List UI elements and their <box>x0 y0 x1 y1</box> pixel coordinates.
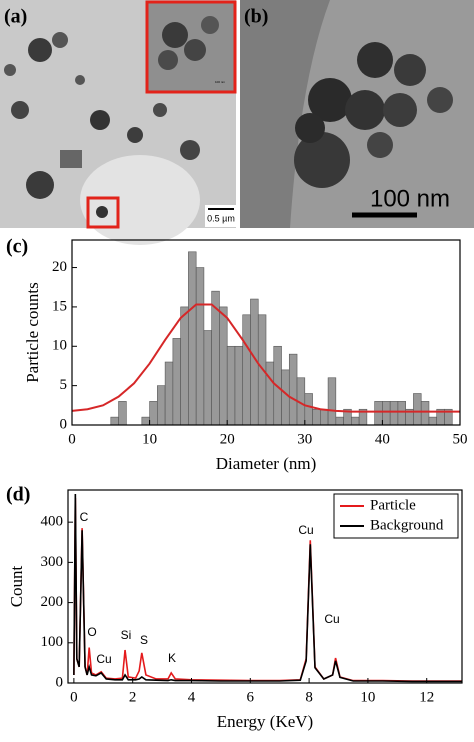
plot-frame <box>67 489 463 684</box>
plot-frame <box>71 239 461 426</box>
bar <box>195 267 205 426</box>
fit-curve <box>71 303 460 413</box>
x-axis-label: Energy (KeV) <box>217 712 313 731</box>
bar <box>242 314 251 426</box>
panel-label: (a) <box>4 6 27 28</box>
bar <box>312 408 321 426</box>
bar <box>351 416 360 426</box>
spectrum-line <box>73 494 462 683</box>
bar <box>141 416 150 426</box>
x-tick-label: 0 <box>70 689 78 705</box>
panel-label: (b) <box>244 6 268 28</box>
bar <box>234 345 244 426</box>
bar <box>327 377 337 426</box>
y-tick-label: 0 <box>60 416 68 432</box>
bar <box>157 385 166 426</box>
tem-image-a <box>0 0 237 245</box>
bar <box>164 361 174 426</box>
bar <box>382 401 391 426</box>
x-tick-label: 4 <box>188 689 196 705</box>
bar <box>149 401 158 426</box>
legend-box <box>333 493 459 539</box>
peak-label: Cu <box>324 612 339 626</box>
bar <box>110 416 119 426</box>
bar <box>428 416 438 426</box>
peak-label: S <box>140 633 148 647</box>
bar <box>288 353 298 426</box>
bar <box>172 338 181 426</box>
bar <box>320 408 329 426</box>
bar <box>304 393 313 426</box>
bar <box>180 306 189 426</box>
y-tick-label: 300 <box>41 554 64 570</box>
bar <box>281 369 290 426</box>
bar <box>188 251 197 426</box>
x-tick-label: 2 <box>129 689 137 705</box>
peak-label: C <box>80 510 89 524</box>
y-tick-label: 15 <box>52 298 67 314</box>
y-tick-label: 200 <box>41 594 64 610</box>
y-axis-label: Count <box>7 565 26 607</box>
x-axis-label: Diameter (nm) <box>216 454 317 473</box>
panel-label: (d) <box>6 484 30 506</box>
bar <box>335 416 344 426</box>
bar <box>226 345 236 426</box>
y-tick-label: 0 <box>56 674 64 690</box>
bar <box>203 330 212 426</box>
panel-label: (c) <box>6 236 28 258</box>
y-tick-label: 10 <box>52 338 67 354</box>
bar <box>219 306 228 426</box>
bar <box>413 393 422 426</box>
peak-label: K <box>168 651 176 665</box>
y-tick-label: 400 <box>41 514 64 530</box>
bar <box>265 361 275 426</box>
bar <box>397 401 406 426</box>
peak-label: O <box>87 625 96 639</box>
x-tick-label: 40 <box>375 431 390 447</box>
peak-label: Si <box>121 628 132 642</box>
bar <box>389 401 399 426</box>
scale-bar-label: 100 nm <box>370 185 450 212</box>
y-tick-label: 20 <box>52 259 67 275</box>
x-tick-label: 50 <box>453 431 468 447</box>
scale-bar-label: 0.5 µm <box>207 213 235 223</box>
x-tick-label: 20 <box>220 431 235 447</box>
legend-label: Background <box>370 517 444 533</box>
bar <box>374 401 383 426</box>
legend-label: Particle <box>370 497 416 513</box>
peak-label: Cu <box>96 652 111 666</box>
bar <box>118 401 127 426</box>
y-axis-label: Particle counts <box>23 282 42 383</box>
y-tick-label: 5 <box>60 377 68 393</box>
x-tick-label: 0 <box>68 431 76 447</box>
x-tick-label: 10 <box>360 689 375 705</box>
y-tick-label: 100 <box>41 634 64 650</box>
x-tick-label: 30 <box>297 431 312 447</box>
peak-label: Cu <box>298 523 313 537</box>
bar <box>420 401 430 426</box>
tem-image-b <box>240 0 474 228</box>
x-tick-label: 12 <box>419 689 434 705</box>
x-tick-label: 6 <box>247 689 255 705</box>
x-tick-label: 8 <box>305 689 313 705</box>
inset-scale-bar-label: 100 nm <box>215 80 226 84</box>
x-tick-label: 10 <box>142 431 157 447</box>
